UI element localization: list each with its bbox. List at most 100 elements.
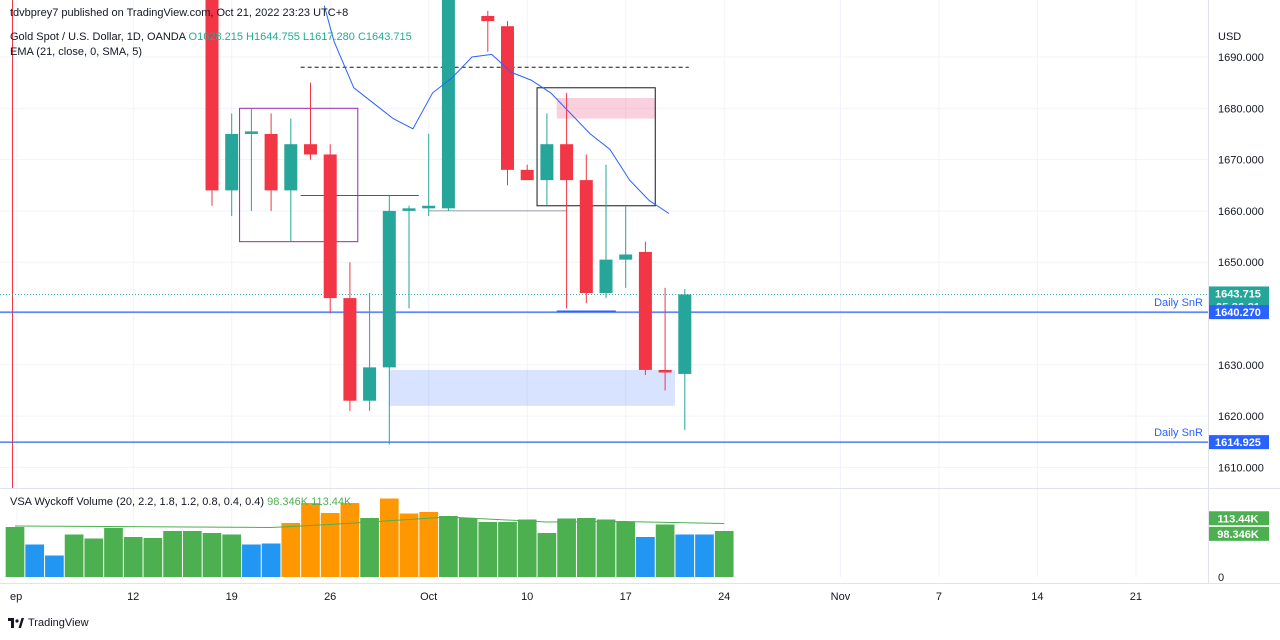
price-tick-label: 1680.000 [1218, 103, 1264, 115]
candle-body [402, 208, 416, 211]
time-tick-label: 12 [127, 591, 139, 603]
candle-body [579, 180, 593, 293]
range-box [536, 87, 656, 207]
volume-bar [557, 518, 576, 577]
volume-bar [143, 538, 163, 577]
price-tick-label: 1650.000 [1218, 257, 1264, 269]
price-tick-label: 1630.000 [1218, 360, 1264, 372]
time-tick-label: ep [10, 591, 22, 603]
snr-label: Daily SnR [1154, 427, 1203, 439]
brand-label: TradingView [28, 617, 89, 629]
candle-body [540, 144, 554, 181]
volume-bar [399, 513, 419, 577]
volume-bar [202, 533, 222, 577]
price-tick-label: 1670.000 [1218, 155, 1264, 167]
time-axis: ep 12 19 26 Oct 10 17 24 Nov 7 14 21 [10, 591, 1142, 603]
candle [205, 0, 219, 206]
candle-body [520, 169, 534, 181]
price-tick-label: 1690.000 [1218, 52, 1264, 64]
volume-bar [714, 531, 734, 577]
candle [560, 92, 574, 309]
snr-price-tag-text: 1640.270 [1215, 307, 1261, 319]
time-tick-label: 19 [226, 591, 238, 603]
candle [225, 113, 239, 217]
symbol-legend: Gold Spot / U.S. Dollar, 1D, OANDA O1628… [10, 31, 412, 43]
price-tick-label: 1610.000 [1218, 462, 1264, 474]
snr-price-tag-lower-text: 1614.925 [1215, 437, 1261, 449]
candle [402, 205, 416, 309]
volume-bar [379, 498, 399, 577]
ohlc-values: O1628.215 H1644.755 L1617.280 C1643.715 [188, 31, 412, 43]
time-tick-label: 7 [936, 591, 942, 603]
snr-label: Daily SnR [1154, 297, 1203, 309]
symbol-title: Gold Spot / U.S. Dollar, 1D, OANDA [10, 31, 186, 43]
volume-bar [25, 544, 45, 577]
volume-bar [675, 534, 695, 577]
volume-bar [64, 534, 84, 577]
time-tick-label: 14 [1031, 591, 1043, 603]
time-tick-label: 24 [718, 591, 730, 603]
candle [638, 241, 652, 376]
volume-bar [537, 533, 557, 577]
candle-body [560, 144, 574, 181]
currency-label: USD [1218, 31, 1241, 43]
candle [678, 289, 692, 431]
candle-body [481, 15, 495, 22]
candle-body [599, 259, 613, 293]
time-tick-label: Oct [420, 591, 437, 603]
candle [658, 287, 672, 391]
candle [579, 154, 593, 304]
ema-legend: EMA (21, close, 0, SMA, 5) [10, 46, 143, 58]
candle-body [638, 251, 652, 370]
price-pane [0, 0, 1208, 488]
candle-body [343, 298, 357, 401]
candle-body [205, 0, 219, 191]
candle [422, 133, 436, 217]
volume-bar [655, 524, 675, 577]
volume-tag: 113.44K [1209, 511, 1269, 526]
snr-price-tag-lower-bg [1209, 435, 1269, 450]
vsa-legend: VSA Wyckoff Volume (20, 2.2, 1.8, 1.2, 0… [10, 496, 351, 508]
volume-tag: 98.346K [1209, 526, 1269, 541]
volume-bar [320, 513, 340, 577]
volume-bar [261, 543, 281, 577]
candle [343, 262, 357, 411]
volume-tag-bg [1209, 511, 1269, 526]
consolidation-box [239, 107, 359, 243]
candle-body [678, 294, 692, 374]
candle [619, 205, 633, 288]
candle [599, 164, 613, 299]
time-tick-label: 10 [521, 591, 533, 603]
snr-price-tag: 1640.270 [1209, 305, 1269, 320]
candle [501, 21, 514, 186]
candle-body [363, 367, 377, 401]
snr-price-tag-lower: 1614.925 [1209, 435, 1269, 450]
candle-body [382, 210, 396, 368]
price-tick-label: 1620.000 [1218, 411, 1264, 423]
volume-tag-text: 113.44K [1218, 513, 1259, 525]
candle-body [501, 26, 514, 170]
candle [441, 0, 455, 211]
current-price-tag-text: 1643.715 [1215, 288, 1261, 300]
volume-bar [163, 531, 182, 577]
time-tick-label: 26 [324, 591, 336, 603]
candle-body [284, 144, 298, 191]
volume-bar [340, 503, 360, 577]
price-axis: USD1610.0001620.0001630.0001640.0001650.… [1209, 31, 1269, 584]
candle [540, 113, 554, 206]
volume-bar [576, 518, 596, 577]
supply-zone [556, 98, 656, 119]
snr-price-tag-bg [1209, 305, 1269, 320]
volume-pane [5, 498, 734, 577]
volume-bar [458, 518, 478, 577]
volume-bar [182, 531, 202, 577]
candle-body [264, 133, 278, 191]
volume-bar [596, 519, 616, 577]
candle [363, 292, 377, 411]
candle [284, 118, 298, 242]
candle-body [304, 144, 317, 155]
volume-bar [301, 503, 320, 577]
vsa-title: VSA Wyckoff Volume (20, 2.2, 1.8, 1.2, 0… [10, 496, 265, 508]
candle [323, 144, 337, 314]
